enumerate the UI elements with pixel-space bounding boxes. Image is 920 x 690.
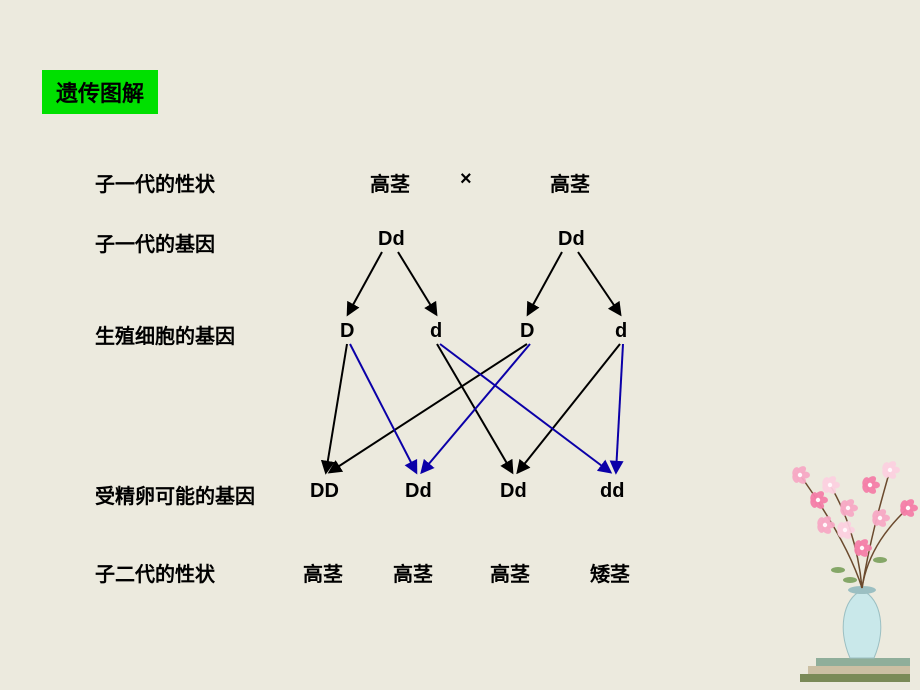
cross-symbol: × [460,168,472,191]
arrows-gamete-to-zygote-black [326,344,620,472]
offspring-pheno-0: 高茎 [303,558,343,587]
gamete-1: d [430,320,442,343]
offspring-pheno-1: 高茎 [393,558,433,587]
label-gametes: 生殖细胞的基因 [95,320,235,349]
diagram-stage: 遗传图解 子一代的性状 子一代的基因 生殖细胞的基因 受精卵可能的基因 子二代的… [0,0,920,690]
gamete-3: d [615,320,627,343]
parent-left-genotype: Dd [378,228,405,251]
parent-right-phenotype: 高茎 [550,168,590,197]
offspring-pheno-3: 矮茎 [590,558,630,587]
offspring-geno-2: Dd [500,480,527,503]
parent-left-phenotype: 高茎 [370,168,410,197]
label-f2-phenotype: 子二代的性状 [95,558,215,587]
label-zygote: 受精卵可能的基因 [95,480,255,509]
arrows-gamete-to-zygote-blue [350,344,623,472]
parent-right-genotype: Dd [558,228,585,251]
offspring-geno-0: DD [310,480,339,503]
label-p-genotype: 子一代的基因 [95,228,215,257]
offspring-geno-3: dd [600,480,624,503]
gamete-2: D [520,320,534,343]
offspring-pheno-2: 高茎 [490,558,530,587]
diagram-title: 遗传图解 [42,70,158,114]
gamete-0: D [340,320,354,343]
arrows-parent-to-gamete [348,252,620,314]
offspring-geno-1: Dd [405,480,432,503]
label-p-phenotype: 子一代的性状 [95,168,215,197]
flower-vase-decor [730,430,920,690]
